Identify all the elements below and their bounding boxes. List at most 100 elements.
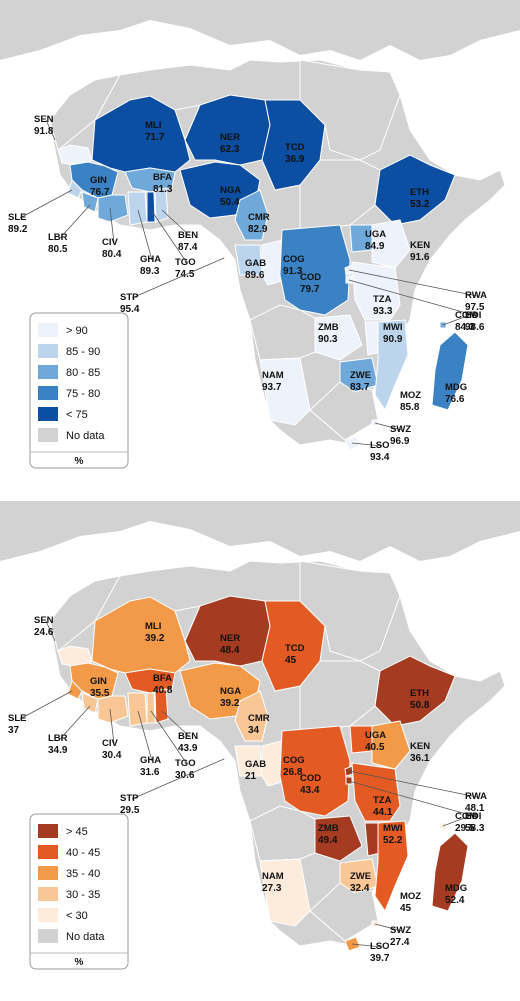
legend-swatch [38, 866, 58, 880]
leader-line [59, 204, 91, 239]
country-ben [154, 187, 169, 223]
country-value-label: 89.3 [140, 266, 160, 277]
country-tza [351, 762, 401, 822]
country-value-label: 45 [400, 903, 412, 914]
country-value-label: 30.6 [175, 770, 195, 781]
country-value-label: 93.7 [262, 382, 282, 393]
leader-line [348, 279, 478, 317]
country-value-label: 93.3 [373, 306, 393, 317]
country-value-label: 95.4 [120, 304, 140, 315]
sea-area [400, 60, 520, 210]
country-code-label: LBR [48, 733, 68, 744]
country-value-label: 36.9 [285, 154, 305, 165]
country-value-label: 91.6 [410, 252, 430, 263]
country-value-label: 21 [245, 771, 257, 782]
legend-swatch [38, 824, 58, 838]
legend-label: No data [66, 430, 105, 442]
country-code-label: COG [283, 755, 305, 766]
leader-line [348, 780, 478, 818]
country-value-label: 48.1 [465, 803, 485, 814]
country-value-label: 50.8 [410, 700, 430, 711]
country-code-label: BEN [178, 230, 198, 241]
country-value-label: 27.4 [390, 937, 410, 948]
country-code-label: ETH [410, 688, 429, 699]
country-code-label: NAM [262, 370, 284, 381]
country-gha [127, 692, 148, 727]
leader-line [19, 690, 73, 720]
leader-line [19, 189, 73, 219]
country-value-label: 48.4 [220, 645, 240, 656]
country-eth [374, 154, 456, 226]
country-cog [261, 740, 286, 787]
country-code-label: COG [283, 254, 305, 265]
country-cmr [234, 189, 269, 241]
country-value-label: 84.3 [455, 322, 475, 333]
country-value-label: 91.8 [34, 126, 54, 137]
country-bfa [124, 167, 176, 193]
country-code-label: SWZ [390, 424, 411, 435]
country-value-label: 83.7 [350, 382, 370, 393]
legend-swatch [38, 887, 58, 901]
country-code-label: NER [220, 633, 240, 644]
country-code-label: STP [120, 292, 139, 303]
leader-line [109, 207, 115, 244]
country-code-label: MLI [145, 120, 161, 131]
country-sle [67, 179, 83, 199]
country-value-label: 34.9 [48, 745, 68, 756]
country-value-label: 29.5 [120, 805, 140, 816]
legend-label: No data [66, 931, 105, 943]
country-code-label: GIN [90, 175, 107, 186]
country-code-label: SLE [8, 713, 26, 724]
map-shapes [0, 0, 520, 451]
country-ken [371, 720, 411, 770]
legend-unit: % [75, 456, 84, 467]
leader-line [351, 943, 383, 948]
country-code-label: TGO [175, 758, 196, 769]
legend-label: 85 - 90 [66, 346, 100, 358]
country-code-label: TCD [285, 643, 305, 654]
country-nam [259, 357, 311, 426]
background-land [300, 501, 520, 531]
legend-unit: % [75, 957, 84, 968]
no-data-country [309, 381, 379, 441]
country-code-label: SEN [34, 114, 54, 125]
country-code-label: TGO [175, 257, 196, 268]
legend-label: < 75 [66, 409, 88, 421]
country-code-label: LSO [370, 440, 390, 451]
country-civ [97, 695, 129, 724]
map-panel-b: bSEN24.6MLI39.2NER48.4TCD45GIN35.5BFA40.… [0, 501, 520, 970]
country-cod [279, 725, 351, 817]
country-value-label: 35.5 [90, 688, 110, 699]
country-gha [127, 191, 148, 226]
country-value-label: 39.7 [370, 953, 390, 964]
leader-line [45, 620, 56, 642]
country-code-label: ETH [410, 187, 429, 198]
country-code-label: SEN [34, 615, 54, 626]
country-value-label: 80.4 [102, 249, 122, 260]
country-value-label: 40.8 [153, 685, 173, 696]
country-code-label: UGA [365, 229, 386, 240]
country-tgo [146, 692, 156, 724]
country-tcd [261, 600, 326, 692]
map-panel-a: aSEN91.8MLI71.7NER62.3TCD36.9GIN76.7BFA8… [0, 0, 520, 469]
country-value-label: 26.8 [283, 767, 303, 778]
country-value-label: 97.5 [465, 302, 485, 313]
country-value-label: 79.7 [300, 284, 320, 295]
country-value-label: 58.3 [465, 823, 485, 834]
country-value-label: 90.9 [383, 334, 403, 345]
country-zwe [339, 357, 379, 393]
country-code-label: COM [455, 310, 477, 321]
country-value-label: 43.4 [300, 785, 320, 796]
country-cmr [234, 690, 269, 742]
country-value-label: 39.2 [145, 633, 165, 644]
country-tgo [146, 191, 156, 223]
country-tza [351, 261, 401, 321]
country-code-label: GHA [140, 755, 161, 766]
legend: > 45 40 - 45 35 - 40 30 - 35 < 30 No data% [29, 813, 129, 970]
legend-swatch [38, 386, 58, 400]
legend-label: 80 - 85 [66, 367, 100, 379]
country-value-label: 76.6 [445, 394, 465, 405]
legend-label: < 30 [66, 910, 88, 922]
country-value-label: 44.1 [373, 807, 393, 818]
